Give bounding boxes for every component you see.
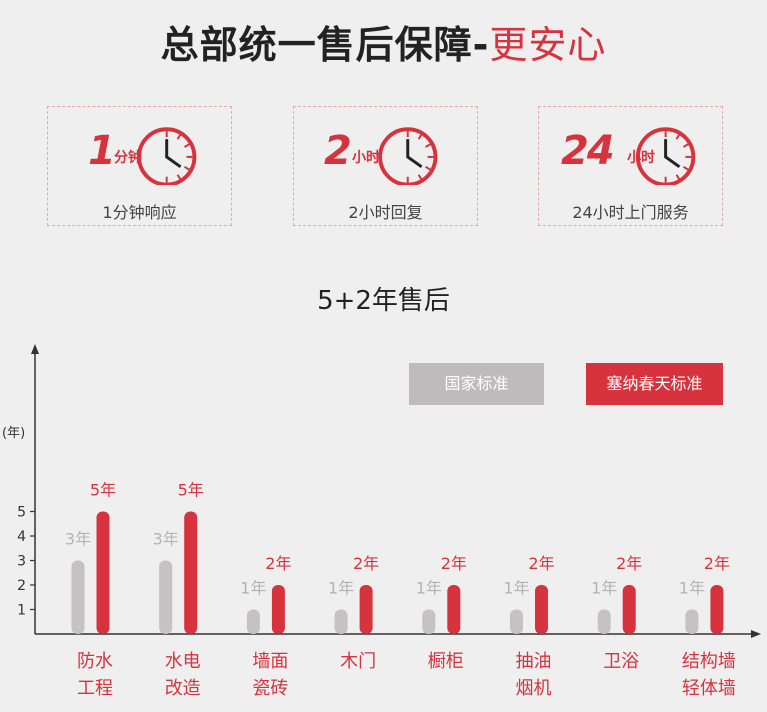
bar-company-standard xyxy=(96,511,110,634)
bar-national-standard xyxy=(597,609,611,634)
y-tick-label: 5 xyxy=(17,505,26,521)
x-category-label: 工程 xyxy=(77,678,113,699)
promise-caption: 1分钟响应 xyxy=(102,203,177,222)
bar-national-standard xyxy=(685,609,699,634)
promise-card-2h: 2 小时 2小时回复 xyxy=(293,106,478,226)
data-label-company: 2年 xyxy=(353,554,379,573)
bar-national-standard xyxy=(246,609,260,634)
x-category-label: 水电 xyxy=(165,651,201,672)
x-category-label: 橱柜 xyxy=(428,651,464,672)
data-label-national: 1年 xyxy=(503,579,529,598)
x-category-label: 木门 xyxy=(340,651,376,672)
y-tick-label: 3 xyxy=(17,554,26,570)
promise-number: 1 xyxy=(88,128,116,174)
bar-company-standard xyxy=(622,585,636,634)
data-label-company: 2年 xyxy=(528,554,554,573)
data-label-national: 1年 xyxy=(240,579,266,598)
y-axis-label: (年) xyxy=(2,426,25,441)
y-axis-arrow xyxy=(31,344,39,354)
x-category-label: 结构墙 xyxy=(682,651,736,672)
legend-company-standard: 塞纳春天标准 xyxy=(586,363,723,405)
bar-company-standard xyxy=(271,585,285,634)
y-tick-label: 2 xyxy=(17,578,26,594)
bar-national-standard xyxy=(334,609,348,634)
bar-national-standard xyxy=(422,609,436,634)
clock-icon xyxy=(137,127,197,185)
x-category-label: 改造 xyxy=(165,678,201,699)
x-category-label: 瓷砖 xyxy=(252,678,288,699)
promise-number: 24 xyxy=(561,128,615,174)
y-tick-label: 1 xyxy=(17,603,26,619)
x-category-label: 抽油 xyxy=(516,651,552,672)
legend-national-standard: 国家标准 xyxy=(409,363,544,405)
chart-title: 5+2年售后 xyxy=(317,286,450,316)
title-main: 总部统一售后保障- xyxy=(160,23,490,67)
x-category-label: 烟机 xyxy=(516,678,552,699)
y-tick-label: 4 xyxy=(17,529,26,545)
bar-national-standard xyxy=(159,560,173,634)
x-category-label: 卫浴 xyxy=(603,651,639,672)
bar-national-standard xyxy=(510,609,523,634)
data-label-company: 2年 xyxy=(704,554,730,573)
bar-national-standard xyxy=(71,560,85,634)
clock-icon xyxy=(378,127,438,185)
x-category-label: 防水 xyxy=(77,651,113,672)
title-accent: 更安心 xyxy=(489,23,607,67)
x-axis-arrow xyxy=(751,630,761,638)
promise-card-24h: 24 小时 24小时上门服务 xyxy=(538,106,723,226)
promise-unit: 小时 xyxy=(352,150,380,166)
promise-caption: 24小时上门服务 xyxy=(572,203,689,222)
promise-caption: 2小时回复 xyxy=(348,203,423,222)
promise-unit: 小时 xyxy=(627,150,655,166)
page-title: 总部统一售后保障-更安心 xyxy=(0,14,767,69)
x-category-label: 轻体墙 xyxy=(682,678,736,699)
promise-unit: 分钟 xyxy=(114,150,142,166)
data-label-company: 5年 xyxy=(90,481,116,500)
bar-company-standard xyxy=(710,585,724,634)
data-label-company: 5年 xyxy=(178,481,204,500)
x-category-label: 墙面 xyxy=(252,651,288,672)
data-label-national: 1年 xyxy=(679,579,705,598)
bar-company-standard xyxy=(447,585,461,634)
data-label-company: 2年 xyxy=(616,554,642,573)
data-label-national: 1年 xyxy=(328,579,354,598)
clock-icon xyxy=(635,127,696,185)
data-label-company: 2年 xyxy=(441,554,467,573)
data-label-national: 1年 xyxy=(416,579,442,598)
promise-number: 2 xyxy=(324,128,352,174)
promise-card-1min: 1 分钟 1分钟响应 xyxy=(47,106,232,226)
bar-company-standard xyxy=(184,511,198,634)
data-label-company: 2年 xyxy=(265,554,291,573)
data-label-national: 1年 xyxy=(591,579,617,598)
data-label-national: 3年 xyxy=(153,530,179,549)
bar-company-standard xyxy=(535,585,548,634)
bar-company-standard xyxy=(359,585,373,634)
data-label-national: 3年 xyxy=(65,530,91,549)
